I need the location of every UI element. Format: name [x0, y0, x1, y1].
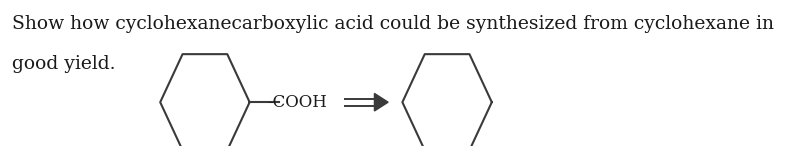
Text: good yield.: good yield. — [13, 55, 116, 73]
Text: -COOH: -COOH — [267, 94, 327, 111]
Polygon shape — [374, 93, 388, 111]
Text: Show how cyclohexanecarboxylic acid could be synthesized from cyclohexane in: Show how cyclohexanecarboxylic acid coul… — [13, 15, 774, 33]
